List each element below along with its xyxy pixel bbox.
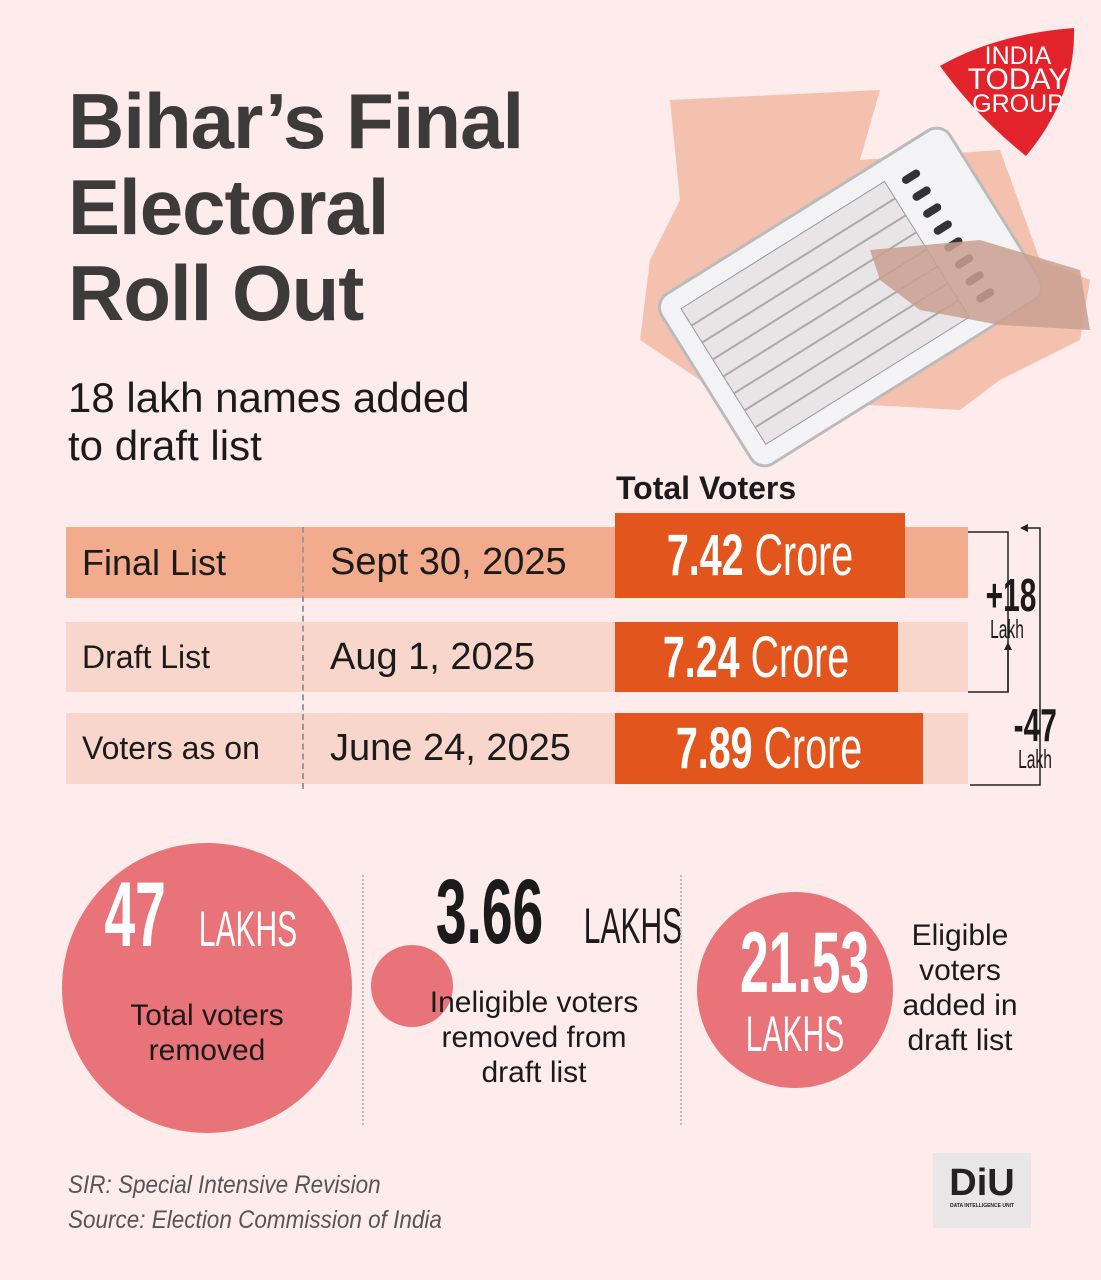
stat-total-removed: 47 LAKHS Total voters removed (62, 864, 352, 1068)
change-brackets (968, 524, 1041, 786)
stat-eligible-added: 21.53 LAKHS (697, 918, 893, 1060)
bar-value: 7.89 (675, 716, 753, 781)
bar-value: 7.24 (663, 624, 741, 690)
india-today-logo: INDIA TODAY GROUP (936, 26, 1076, 158)
table-row: Voters as on June 24, 2025 7.89 Crore (66, 713, 968, 784)
table-row: Final List Sept 30, 2025 7.42 Crore (66, 513, 968, 598)
logo-text: INDIA (984, 42, 1052, 70)
stat-unit: LAKHS (745, 1006, 845, 1062)
bar-unit: Crore (751, 624, 850, 690)
value-bar: 7.24 Crore (615, 622, 898, 692)
row-date: June 24, 2025 (330, 727, 571, 769)
stat-label: added in (902, 989, 1018, 1022)
stat-value: 47 (104, 864, 166, 966)
subtitle-line: to draft list (68, 422, 262, 469)
stat-value: 3.66 (435, 861, 544, 963)
page-title: Bihar’s Final Electoral Roll Out (68, 77, 524, 337)
title-line: Roll Out (68, 249, 364, 337)
stat-label: Ineligible voters (429, 986, 639, 1019)
bar-unit: Crore (763, 716, 863, 781)
row-date: Aug 1, 2025 (330, 635, 535, 678)
value-bar: 7.89 Crore (615, 713, 923, 784)
hand-icon (870, 240, 1090, 330)
stat-circle (697, 892, 893, 1088)
stat-eligible-label: Eligible voters added in draft list (890, 918, 1030, 1058)
stat-ineligible: 3.66 LAKHS Ineligible voters removed from… (400, 861, 682, 1090)
logo-text: DATA INTELLIGENCE UNIT (949, 1203, 1015, 1209)
stat-value: 21.53 (740, 915, 870, 1011)
chart-title: Total Voters (616, 470, 797, 506)
row-label: Final List (82, 541, 227, 583)
stat-unit: LAKHS (198, 901, 298, 957)
stat-label: voters (919, 954, 1001, 987)
table-row: Draft List Aug 1, 2025 7.24 Crore (66, 622, 968, 692)
row-date: Sept 30, 2025 (330, 541, 567, 583)
annotation-unit: Lakh (1018, 744, 1052, 774)
evm-illustration (640, 90, 1090, 468)
footnote: SIR: Special Intensive Revision (68, 1171, 381, 1199)
row-label: Voters as on (82, 730, 260, 766)
subtitle: 18 lakh names added to draft list (68, 374, 470, 470)
divider (680, 875, 682, 1125)
stat-label: draft list (481, 1056, 587, 1089)
divider (362, 875, 364, 1125)
annotation-value: +18 (985, 569, 1037, 621)
stat-label: removed (148, 1034, 266, 1067)
bar-value: 7.42 (666, 523, 744, 588)
stat-label: removed from (441, 1021, 627, 1054)
diu-logo: DiU DATA INTELLIGENCE UNIT (933, 1153, 1031, 1228)
annotation-value: -47 (1013, 699, 1057, 751)
subtitle-line: 18 lakh names added (68, 374, 470, 421)
title-line: Electoral (68, 163, 389, 251)
footer-notes: SIR: Special Intensive Revision Source: … (68, 1168, 483, 1238)
logo-text: TODAY (967, 63, 1069, 96)
stat-label: draft list (907, 1024, 1013, 1057)
value-bar: 7.42 Crore (615, 513, 905, 598)
stat-label: Total voters (130, 999, 284, 1032)
row-label: Draft List (82, 638, 211, 675)
stat-circle (371, 945, 453, 1027)
title-line: Bihar’s Final (68, 77, 524, 165)
annotation-unit: Lakh (990, 614, 1024, 644)
annotation-minus-47: -47 Lakh (1000, 698, 1070, 775)
logo-text: GROUP (972, 90, 1064, 118)
column-divider (302, 527, 304, 789)
stat-label: Eligible (911, 919, 1009, 952)
source-note: Source: Election Commission of India (68, 1206, 442, 1234)
logo-text: DiU (949, 1162, 1015, 1204)
annotation-plus-18: +18 Lakh (972, 568, 1042, 645)
stat-unit: LAKHS (583, 898, 683, 954)
stat-circle (62, 843, 352, 1133)
bar-unit: Crore (754, 523, 854, 588)
